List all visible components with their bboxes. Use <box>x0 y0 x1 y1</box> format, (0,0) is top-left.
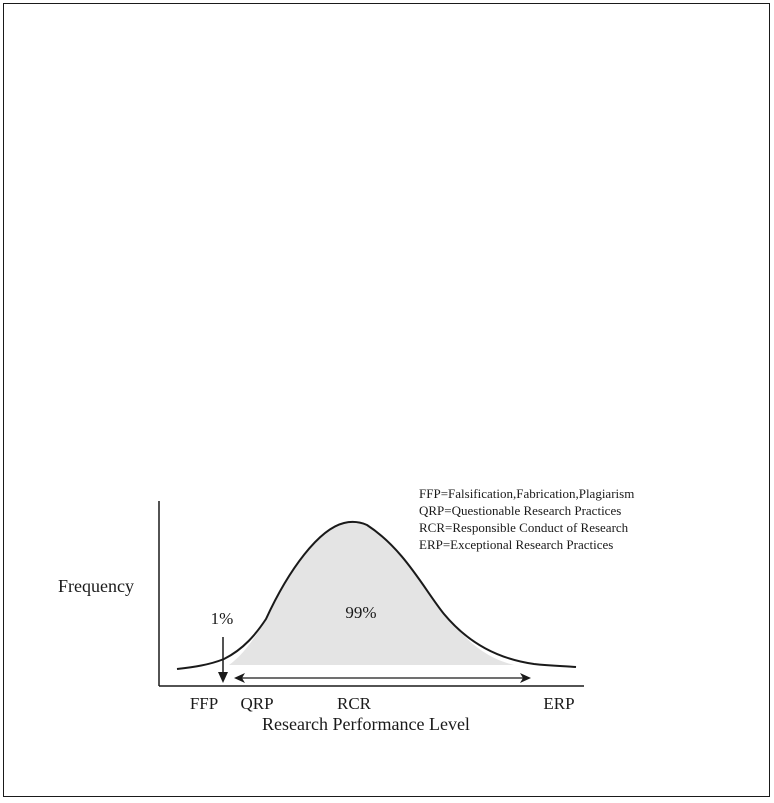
figure-frame: Frequency Research Performance Level FFP… <box>3 3 770 797</box>
shaded-area-99-percent <box>229 521 514 665</box>
legend-item-qrp: QRP=Questionable Research Practices <box>419 503 621 518</box>
distribution-curve <box>176 520 577 670</box>
category-label-ffp: FFP <box>190 694 218 713</box>
y-axis-label: Frequency <box>58 576 134 596</box>
x-axis-label: Research Performance Level <box>262 714 470 734</box>
tail-marker-arrowhead <box>218 672 228 683</box>
range-arrow-left-head <box>234 673 245 683</box>
category-label-erp: ERP <box>543 694 574 713</box>
legend: FFP=Falsification,Fabrication,Plagiarism… <box>419 486 634 552</box>
legend-item-rcr: RCR=Responsible Conduct of Research <box>419 520 629 535</box>
category-label-rcr: RCR <box>337 694 372 713</box>
legend-item-ffp: FFP=Falsification,Fabrication,Plagiarism <box>419 486 634 501</box>
tail-percent-label: 1% <box>211 609 234 628</box>
distribution-diagram: Frequency Research Performance Level FFP… <box>58 486 634 734</box>
range-arrow-right-head <box>520 673 531 683</box>
category-label-qrp: QRP <box>240 694 273 713</box>
legend-item-erp: ERP=Exceptional Research Practices <box>419 537 613 552</box>
body-percent-label: 99% <box>345 603 376 622</box>
